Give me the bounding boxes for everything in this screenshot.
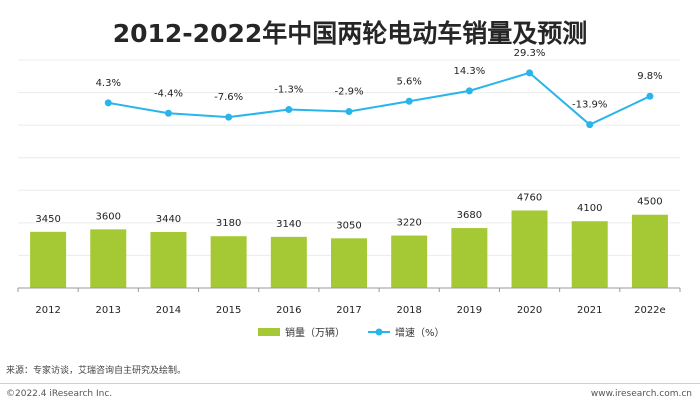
growth-value-label: 14.3% [453,66,485,77]
growth-value-label: -7.6% [214,92,243,103]
growth-point-2021[interactable] [586,121,594,129]
bar-value-label: 3050 [336,220,361,231]
growth-point-2017[interactable] [345,107,353,115]
bar-2022e[interactable] [631,214,668,288]
growth-value-label: 29.3% [514,48,546,59]
x-tick-label: 2021 [577,305,602,316]
bar-value-label: 3180 [216,218,241,229]
bar-value-label: 3440 [156,214,181,225]
growth-value-label: 9.8% [637,71,662,82]
x-tick-label: 2020 [517,305,542,316]
growth-value-label: -4.4% [154,88,183,99]
growth-value-label: -2.9% [334,86,363,97]
x-tick-label: 2015 [216,305,241,316]
x-tick-label: 2019 [457,305,482,316]
bar-2018[interactable] [391,235,428,288]
growth-point-2020[interactable] [526,69,534,77]
bar-2012[interactable] [30,231,67,288]
x-tick-label: 2013 [96,305,121,316]
growth-point-2016[interactable] [285,106,293,114]
bar-2013[interactable] [90,229,127,288]
growth-point-2019[interactable] [465,87,473,95]
bar-2014[interactable] [150,231,187,288]
bar-value-label: 3220 [396,218,421,229]
bar-2015[interactable] [210,236,247,288]
growth-value-label: 5.6% [396,76,421,87]
growth-value-label: -1.3% [274,85,303,96]
bar-2020[interactable] [511,210,548,288]
legend-line-label: 增速（%） [395,326,445,339]
bar-2021[interactable] [571,221,608,288]
source-note: 来源：专家访谈，艾瑞咨询自主研究及绘制。 [6,366,187,376]
bar-value-label: 3140 [276,219,301,230]
x-tick-label: 2014 [156,305,181,316]
bar-2019[interactable] [451,228,488,288]
legend-bar-label: 销量（万辆） [285,326,345,339]
legend-bar-swatch [258,328,280,336]
growth-value-label: 4.3% [96,78,121,89]
growth-point-2022e[interactable] [646,92,654,100]
bar-2016[interactable] [270,236,307,288]
copyright: ©2022.4 iResearch Inc. [6,389,113,399]
bar-value-label: 3680 [457,210,482,221]
bar-value-label: 4760 [517,192,542,203]
bar-2017[interactable] [331,238,367,288]
x-tick-label: 2022e [634,305,666,316]
x-tick-label: 2018 [396,305,421,316]
growth-point-2013[interactable] [104,99,112,107]
growth-value-label: -13.9% [572,100,607,111]
footer-divider [0,383,700,384]
growth-point-2018[interactable] [405,97,413,105]
x-tick-label: 2017 [336,305,361,316]
bar-value-label: 4100 [577,203,602,214]
bar-value-label: 3450 [35,214,60,225]
x-tick-label: 2012 [35,305,60,316]
bar-value-label: 3600 [96,211,121,222]
website-link[interactable]: www.iresearch.com.cn [590,389,692,399]
growth-point-2014[interactable] [164,109,172,117]
legend-line-marker [375,328,383,336]
chart-title: 2012-2022年中国两轮电动车销量及预测 [112,19,588,48]
growth-line [108,71,651,126]
bar-value-label: 4500 [637,197,662,208]
x-tick-label: 2016 [276,305,301,316]
growth-point-2015[interactable] [225,113,233,121]
